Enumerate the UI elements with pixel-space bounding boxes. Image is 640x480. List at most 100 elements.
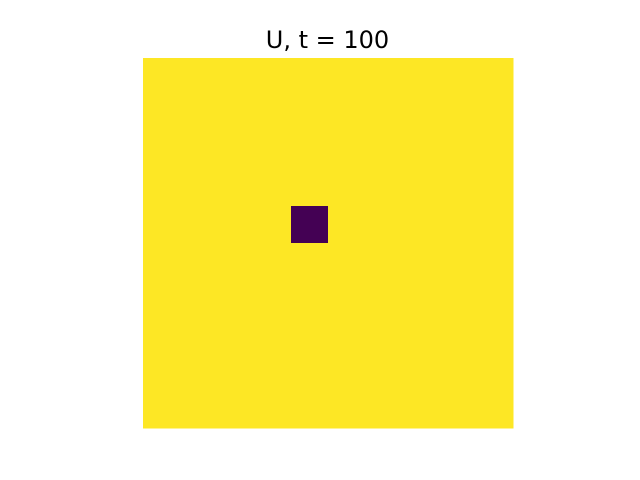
heatmap-cell-r3-c4 [291, 169, 329, 207]
heatmap-cell-r3-c3 [254, 169, 292, 207]
heatmap-cell-r7-c2 [217, 317, 255, 355]
heatmap-cell-r3-c7 [402, 169, 440, 207]
heatmap-cell-r5-c7 [402, 243, 440, 281]
heatmap-cell-r7-c9 [476, 317, 514, 355]
heatmap-cell-r5-c4 [291, 243, 329, 281]
heatmap-cell-r8-c5 [328, 354, 366, 392]
heatmap-cell-r5-c3 [254, 243, 292, 281]
heatmap-cell-r0-c3 [254, 58, 292, 96]
heatmap-cell-r4-c8 [439, 206, 477, 244]
heatmap-cell-r1-c3 [254, 95, 292, 133]
heatmap-cell-r2-c0 [143, 132, 181, 170]
heatmap-cell-r0-c1 [180, 58, 218, 96]
heatmap-cell-r7-c3 [254, 317, 292, 355]
heatmap-cell-r4-c2 [217, 206, 255, 244]
heatmap-cell-r2-c1 [180, 132, 218, 170]
heatmap-cell-r0-c4 [291, 58, 329, 96]
heatmap-cell-r2-c3 [254, 132, 292, 170]
heatmap-cell-r8-c8 [439, 354, 477, 392]
heatmap-cell-r9-c3 [254, 391, 292, 429]
heatmap-cell-r1-c0 [143, 95, 181, 133]
heatmap-cell-r4-c7 [402, 206, 440, 244]
heatmap-cell-r2-c8 [439, 132, 477, 170]
heatmap-cell-r7-c4 [291, 317, 329, 355]
heatmap-cell-r9-c0 [143, 391, 181, 429]
heatmap-cell-r6-c8 [439, 280, 477, 318]
heatmap-cell-r9-c5 [328, 391, 366, 429]
heatmap-cell-r5-c0 [143, 243, 181, 281]
heatmap-cell-r3-c6 [365, 169, 403, 207]
heatmap-cell-r4-c9 [476, 206, 514, 244]
heatmap-cell-r5-c1 [180, 243, 218, 281]
heatmap-cell-r1-c4 [291, 95, 329, 133]
heatmap-cell-r6-c4 [291, 280, 329, 318]
heatmap-cell-r9-c2 [217, 391, 255, 429]
heatmap-cell-r6-c0 [143, 280, 181, 318]
heatmap-cell-r3-c0 [143, 169, 181, 207]
heatmap-cell-r8-c4 [291, 354, 329, 392]
heatmap-cell-r1-c1 [180, 95, 218, 133]
heatmap-cell-r7-c8 [439, 317, 477, 355]
heatmap-cell-r8-c0 [143, 354, 181, 392]
heatmap-cell-r0-c5 [328, 58, 366, 96]
heatmap-cell-r2-c6 [365, 132, 403, 170]
heatmap-cell-r7-c5 [328, 317, 366, 355]
heatmap-cell-r0-c0 [143, 58, 181, 96]
heatmap-cell-r2-c7 [402, 132, 440, 170]
heatmap-cell-r8-c9 [476, 354, 514, 392]
heatmap-cell-r6-c9 [476, 280, 514, 318]
heatmap-cell-r8-c3 [254, 354, 292, 392]
heatmap-cell-r0-c2 [217, 58, 255, 96]
heatmap-cell-r8-c2 [217, 354, 255, 392]
heatmap-cell-r3-c1 [180, 169, 218, 207]
heatmap-cell-r8-c7 [402, 354, 440, 392]
heatmap-cell-r3-c8 [439, 169, 477, 207]
heatmap-cell-r7-c1 [180, 317, 218, 355]
heatmap-cell-r5-c8 [439, 243, 477, 281]
chart-title: U, t = 100 [265, 26, 390, 54]
heatmap-cell-r2-c4 [291, 132, 329, 170]
heatmap-cell-r5-c6 [365, 243, 403, 281]
heatmap-cell-r7-c0 [143, 317, 181, 355]
heatmap-cell-r8-c6 [365, 354, 403, 392]
heatmap-cell-r9-c9 [476, 391, 514, 429]
heatmap-cell-r9-c8 [439, 391, 477, 429]
heatmap-cell-r0-c7 [402, 58, 440, 96]
heatmap-cell-r3-c2 [217, 169, 255, 207]
heatmap-cell-r2-c9 [476, 132, 514, 170]
heatmap-cell-r4-c6 [365, 206, 403, 244]
heatmap-cell-r6-c7 [402, 280, 440, 318]
heatmap-cell-r9-c7 [402, 391, 440, 429]
heatmap-cell-r2-c2 [217, 132, 255, 170]
heatmap-cell-r4-c5 [328, 206, 366, 244]
heatmap-cell-r1-c8 [439, 95, 477, 133]
heatmap-cell-r1-c6 [365, 95, 403, 133]
heatmap-cell-r5-c9 [476, 243, 514, 281]
heatmap-cell-r4-c0 [143, 206, 181, 244]
heatmap-cell-r9-c1 [180, 391, 218, 429]
heatmap-cell-r9-c6 [365, 391, 403, 429]
heatmap-cell-r5-c2 [217, 243, 255, 281]
heatmap-cell-r4-c1 [180, 206, 218, 244]
heatmap-cell-r6-c2 [217, 280, 255, 318]
heatmap-cell-r1-c7 [402, 95, 440, 133]
heatmap-cell-r1-c2 [217, 95, 255, 133]
heatmap-cell-r1-c9 [476, 95, 514, 133]
heatmap-cell-r6-c1 [180, 280, 218, 318]
heatmap-cell-r0-c6 [365, 58, 403, 96]
heatmap-cell-r5-c5 [328, 243, 366, 281]
heatmap-cell-r6-c5 [328, 280, 366, 318]
heatmap-cell-r0-c9 [476, 58, 514, 96]
heatmap-cell-r6-c3 [254, 280, 292, 318]
heatmap-cell-r4-c3 [254, 206, 292, 244]
heatmap-cell-r6-c6 [365, 280, 403, 318]
heatmap-cell-r4-c4 [291, 206, 329, 244]
heatmap-cell-r1-c5 [328, 95, 366, 133]
heatmap-layer [143, 58, 514, 429]
heatmap-cell-r3-c9 [476, 169, 514, 207]
heatmap-cell-r0-c8 [439, 58, 477, 96]
heatmap-cell-r8-c1 [180, 354, 218, 392]
heatmap-cell-r7-c7 [402, 317, 440, 355]
